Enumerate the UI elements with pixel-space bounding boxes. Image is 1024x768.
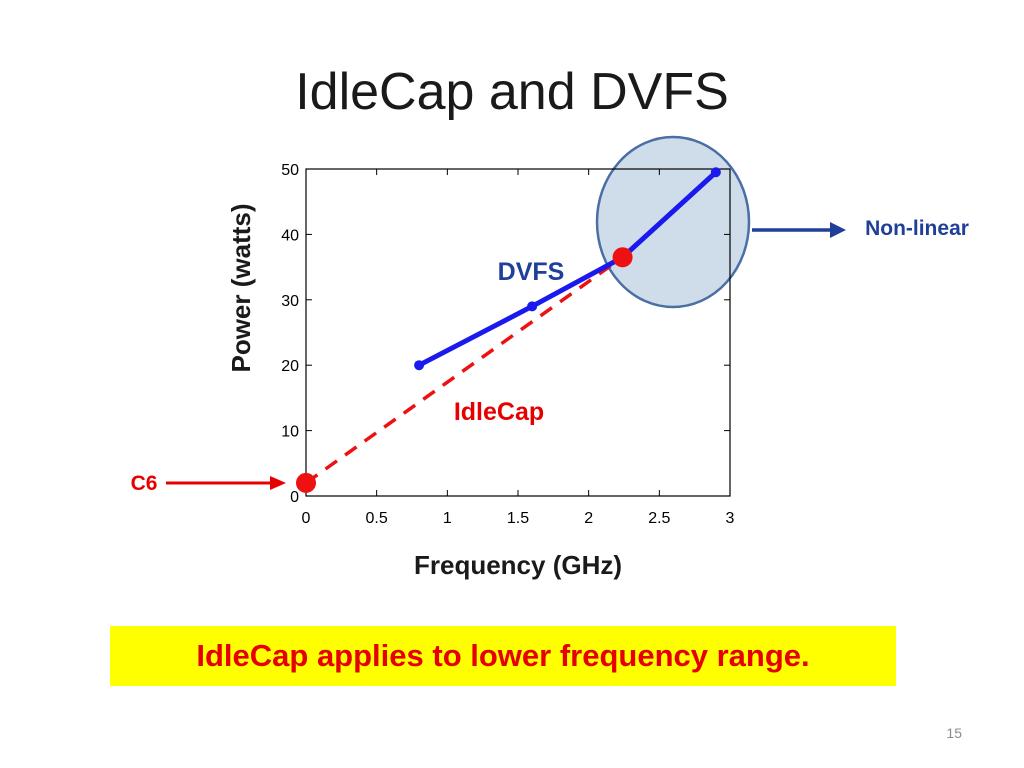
caption-box: IdleCap applies to lower frequency range…: [110, 626, 896, 686]
nonlinear-arrow: [752, 222, 846, 238]
idlecap-series-line: [304, 255, 624, 485]
nonlinear-annotation: Non-linear: [865, 217, 969, 240]
y-axis-label: Power (watts): [226, 203, 256, 372]
y-axis-ticks: 0 10 20 30 40 50: [281, 162, 730, 506]
x-tick-label: 1.5: [507, 510, 529, 527]
highlight-point: [296, 472, 316, 493]
highlight-point: [612, 247, 633, 268]
slide-title: IdleCap and DVFS: [295, 63, 729, 121]
c6-annotation: C6: [131, 472, 158, 495]
dvfs-annotation: DVFS: [498, 258, 565, 286]
c6-arrow: [166, 476, 286, 490]
x-tick-label: 0.5: [366, 510, 388, 527]
series-layer: [296, 167, 721, 493]
x-axis-label: Frequency (GHz): [414, 550, 622, 580]
slide-number: 15: [946, 725, 962, 741]
y-tick-label: 40: [281, 227, 299, 244]
x-tick-label: 0: [302, 510, 311, 527]
y-tick-label: 10: [281, 424, 299, 441]
dvfs-data-point: [527, 301, 538, 312]
dvfs-data-point: [710, 167, 721, 178]
x-tick-label: 1: [443, 510, 452, 527]
y-tick-label: 0: [290, 489, 299, 506]
power-frequency-chart: 0 0.5 1 1.5 2 2.5 3 0 10 20 30 40 50 Frequency (GHz…: [131, 135, 969, 580]
x-tick-label: 2.5: [648, 510, 670, 527]
dvfs-series-line: [417, 170, 718, 368]
x-tick-label: 3: [726, 510, 735, 527]
dvfs-data-point: [414, 360, 425, 371]
idlecap-annotation: IdleCap: [454, 398, 544, 426]
nonlinear-highlight-circle: [595, 135, 751, 309]
y-tick-label: 30: [281, 293, 299, 310]
x-axis-ticks: 0 0.5 1 1.5 2 2.5 3: [302, 169, 735, 527]
y-tick-label: 20: [281, 358, 299, 375]
x-tick-label: 2: [584, 510, 593, 527]
y-tick-label: 50: [281, 162, 299, 179]
caption-text: IdleCap applies to lower frequency range…: [196, 638, 810, 673]
